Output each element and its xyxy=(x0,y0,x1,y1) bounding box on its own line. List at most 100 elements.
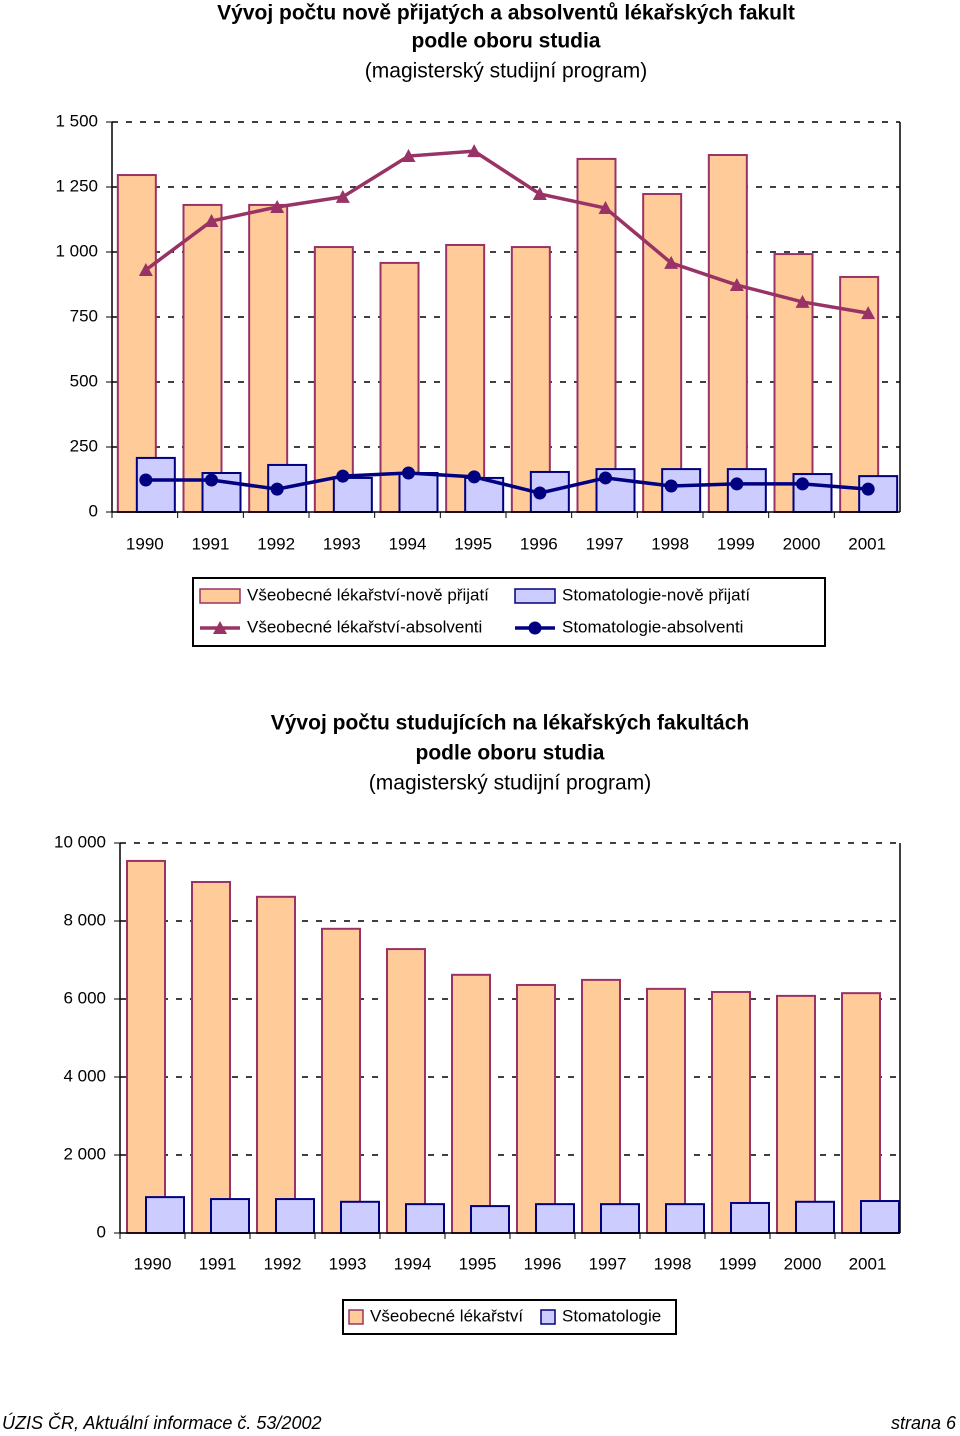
bar xyxy=(730,1201,770,1234)
bar xyxy=(646,987,686,1234)
line xyxy=(145,471,869,495)
marker xyxy=(401,149,416,163)
x-tick-label: 1994 xyxy=(394,1254,432,1273)
legend-label: Všeobecné lékařství xyxy=(370,1306,523,1325)
marker xyxy=(467,470,481,484)
bar xyxy=(182,203,223,513)
x-tick-label: 1996 xyxy=(520,534,558,553)
marker xyxy=(795,294,810,308)
legend-marker xyxy=(528,621,542,635)
legend-box xyxy=(192,577,826,647)
bar xyxy=(451,973,491,1234)
footer-left: ÚZIS ČR, Aktuální informace č. 53/2002 xyxy=(2,1412,321,1433)
y-tick-label: 4 000 xyxy=(63,1066,106,1085)
y-tick-label: 0 xyxy=(97,1222,106,1241)
x-tick-label: 1991 xyxy=(192,534,230,553)
y-tick-label: 6 000 xyxy=(63,988,106,1007)
x-tick-label: 1998 xyxy=(654,1254,692,1273)
marker xyxy=(204,214,219,228)
legend-label: Stomatologie-absolventi xyxy=(562,617,743,636)
x-tick-label: 1999 xyxy=(717,534,755,553)
y-tick-label: 1 500 xyxy=(55,111,98,130)
x-tick-label: 1997 xyxy=(589,1254,627,1273)
x-tick-label: 1997 xyxy=(586,534,624,553)
y-tick-label: 2 000 xyxy=(63,1144,106,1163)
bar xyxy=(126,859,166,1234)
x-tick-label: 2001 xyxy=(848,534,886,553)
legend-box xyxy=(342,1299,677,1335)
bar xyxy=(405,1203,445,1235)
bar xyxy=(340,1200,380,1235)
bar xyxy=(191,881,231,1234)
bar xyxy=(386,948,426,1235)
marker xyxy=(336,469,350,483)
x-tick-label: 1992 xyxy=(264,1254,302,1273)
legend-symbol xyxy=(514,588,556,604)
x-tick-label: 1993 xyxy=(323,534,361,553)
bar xyxy=(576,157,617,513)
marker xyxy=(796,477,809,491)
legend-symbol xyxy=(348,1309,364,1325)
x-tick-label: 2001 xyxy=(849,1254,887,1273)
x-tick-label: 2000 xyxy=(783,534,821,553)
marker xyxy=(664,255,679,269)
bar xyxy=(332,476,373,514)
marker xyxy=(533,486,547,500)
legend-symbol xyxy=(199,588,241,604)
marker xyxy=(861,482,875,496)
x-tick-label: 1990 xyxy=(126,534,164,553)
marker xyxy=(138,262,153,276)
y-tick-label: 500 xyxy=(70,371,98,390)
marker xyxy=(730,477,744,491)
y-tick-label: 10 000 xyxy=(54,832,106,851)
marker xyxy=(532,187,547,201)
bar xyxy=(726,468,767,514)
y-tick-label: 0 xyxy=(89,501,98,520)
x-tick-label: 1991 xyxy=(199,1254,237,1273)
marker xyxy=(270,482,284,496)
bar xyxy=(516,983,556,1235)
y-tick-label: 250 xyxy=(70,436,98,455)
legend-label: Všeobecné lékařství-nově přijatí xyxy=(247,585,489,604)
marker xyxy=(598,201,613,215)
marker xyxy=(729,278,744,292)
bar xyxy=(795,1200,835,1235)
bar xyxy=(470,1205,510,1234)
y-tick-label: 750 xyxy=(70,306,98,325)
legend-marker xyxy=(213,621,227,634)
y-tick-label: 1 000 xyxy=(55,241,98,260)
line xyxy=(144,149,869,315)
bar xyxy=(313,246,354,513)
bar xyxy=(665,1203,705,1235)
marker xyxy=(599,471,612,485)
bar xyxy=(711,990,751,1234)
x-tick-label: 1993 xyxy=(329,1254,367,1273)
chart-title: podle oboru studia xyxy=(416,742,605,765)
legend-symbol xyxy=(540,1309,556,1325)
legend-label: Stomatologie xyxy=(562,1306,661,1325)
bar xyxy=(275,1198,315,1234)
bar xyxy=(642,193,683,514)
bar xyxy=(256,895,296,1234)
bar xyxy=(445,243,486,513)
bar xyxy=(116,174,157,513)
bar xyxy=(841,992,881,1235)
bar xyxy=(210,1198,250,1234)
bar xyxy=(581,978,621,1235)
legend-label: Stomatologie-nově přijatí xyxy=(562,585,750,604)
marker xyxy=(861,306,876,320)
marker xyxy=(270,200,285,214)
x-tick-label: 1998 xyxy=(651,534,689,553)
footer-right: strana 6 xyxy=(891,1413,957,1433)
bar xyxy=(248,203,289,513)
chart-title: podle oboru studia xyxy=(412,30,601,53)
x-tick-label: 2000 xyxy=(784,1254,822,1273)
bar xyxy=(398,472,439,513)
x-tick-label: 1996 xyxy=(524,1254,562,1273)
chart-title: Vývoj počtu nově přijatých a absolventů … xyxy=(217,2,795,25)
bar xyxy=(776,994,816,1234)
legend-label: Všeobecné lékařství-absolventi xyxy=(247,617,482,636)
marker xyxy=(205,473,218,487)
x-tick-label: 1990 xyxy=(134,1254,172,1273)
